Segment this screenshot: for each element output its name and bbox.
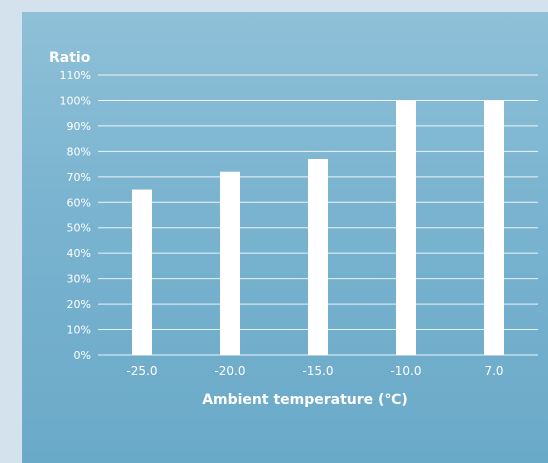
y-tick-label: 20% [67, 298, 91, 311]
bar--15.0 [308, 159, 328, 355]
x-tick-label: -10.0 [390, 364, 421, 378]
y-tick-label: 100% [60, 94, 91, 107]
x-tick-label: -25.0 [126, 364, 157, 378]
y-tick-label: 50% [67, 222, 91, 235]
y-axis-title: Ratio [49, 50, 91, 66]
x-tick-label: 7.0 [484, 364, 503, 378]
y-tick-label: 30% [67, 273, 91, 286]
x-axis-title: Ambient temperature (℃) [202, 392, 408, 408]
y-tick-labels: 0% 10% 20% 30% 40% 50% 60% 70% 80% 90% 100% 110% [60, 69, 91, 362]
bar-7.0 [484, 100, 504, 355]
chart-panel: Ratio 0% 10% 20% 30% 40% 50% 60% 70% 80% 90% 100% 1… [22, 12, 548, 463]
y-tick-label: 10% [67, 324, 91, 337]
y-tick-label: 70% [67, 171, 91, 184]
y-tick-label: 90% [67, 120, 91, 133]
bar-chart: 0% 10% 20% 30% 40% 50% 60% 70% 80% 90% 100% 110% -2… [60, 69, 538, 378]
y-tick-label: 60% [67, 196, 91, 209]
y-tick-label: 0% [74, 349, 91, 362]
y-tick-label: 80% [67, 145, 91, 158]
x-tick-label: -15.0 [302, 364, 333, 378]
x-tick-label: -20.0 [214, 364, 245, 378]
bars [132, 100, 504, 355]
bar--25.0 [132, 189, 152, 355]
x-tick-labels: -25.0 -20.0 -15.0 -10.0 7.0 [126, 364, 503, 378]
bar--20.0 [220, 171, 240, 355]
bar--10.0 [396, 100, 416, 355]
y-tick-label: 110% [60, 69, 91, 82]
y-tick-label: 40% [67, 247, 91, 260]
